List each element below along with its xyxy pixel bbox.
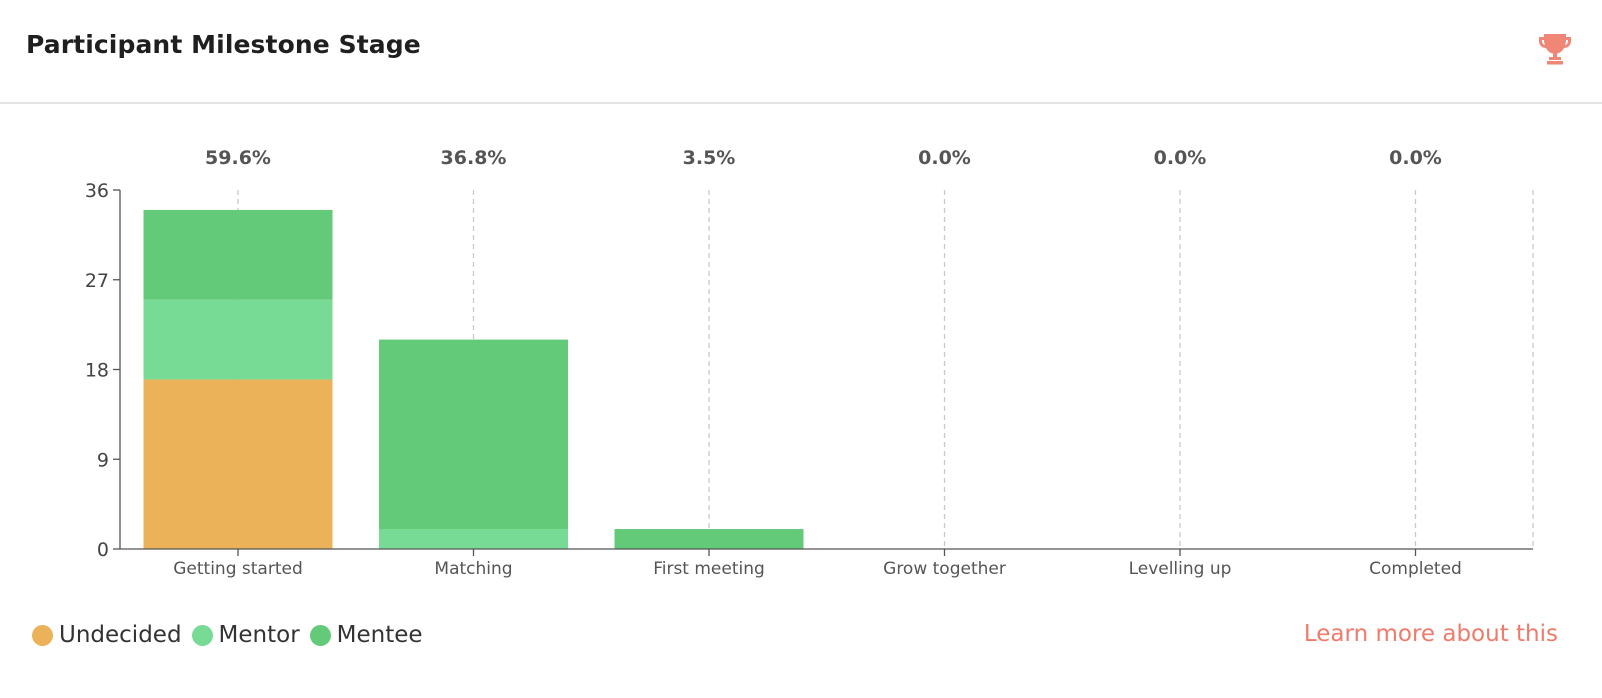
legend-item-mentee[interactable]: Mentee [309, 622, 423, 648]
x-tick-label: Levelling up [1129, 559, 1232, 579]
bar-mentee-getting-started [143, 209, 333, 300]
legend-swatch-undecided [32, 624, 53, 646]
trophy-icon [1539, 34, 1571, 65]
legend-swatch-mentee [309, 624, 331, 646]
card-header: Participant Milestone Stage [0, 0, 1602, 104]
bar-mentor-matching [379, 529, 568, 549]
legend-item-undecided[interactable]: Undecided [32, 622, 182, 648]
legend-item-mentor[interactable]: Mentor [191, 622, 300, 648]
chart-legend: Undecided Mentor Mentee [32, 618, 433, 652]
percentage-label: 59.6% [205, 147, 271, 169]
bar-mentee-matching [379, 339, 568, 530]
y-tick-label: 18 [85, 360, 109, 382]
y-tick-label: 36 [85, 180, 109, 202]
x-tick-label: Grow together [883, 559, 1006, 579]
legend-label-undecided: Undecided [59, 622, 182, 648]
bar-mentee-first-meeting [614, 529, 804, 549]
percentage-label: 0.0% [1154, 147, 1207, 169]
x-tick-label: Getting started [173, 559, 303, 579]
y-tick-label: 0 [97, 539, 109, 561]
legend-label-mentee: Mentee [336, 622, 423, 648]
x-tick-label: Completed [1369, 559, 1462, 579]
bar-mentor-getting-started [143, 299, 333, 380]
x-tick-label: Matching [434, 559, 512, 579]
percentage-label: 36.8% [441, 147, 507, 169]
card-title: Participant Milestone Stage [26, 30, 421, 59]
bar-undecided-getting-started [143, 379, 333, 549]
stacked-bar-chart: 0 9 18 27 36 Getting started 59.6% Matching 36.8… [85, 147, 1534, 579]
legend-label-mentor: Mentor [218, 622, 300, 648]
percentage-label: 0.0% [918, 147, 971, 169]
y-tick-label: 27 [85, 270, 109, 292]
x-tick-label: First meeting [653, 559, 765, 579]
percentage-label: 0.0% [1389, 147, 1442, 169]
legend-swatch-mentor [191, 624, 213, 646]
learn-more-link[interactable]: Learn more about this [1303, 621, 1558, 647]
y-tick-label: 9 [97, 449, 109, 471]
percentage-label: 3.5% [683, 147, 736, 169]
